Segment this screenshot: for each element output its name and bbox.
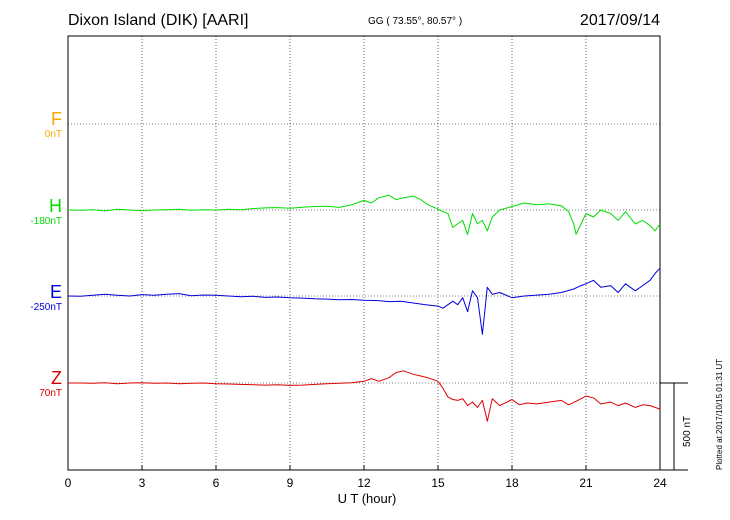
component-letter-Z: Z	[51, 368, 62, 388]
label-Z: Z 70nT	[39, 369, 62, 401]
x-tick-label: 15	[431, 476, 445, 490]
x-tick-label: 0	[65, 476, 72, 490]
scale-bar	[660, 382, 688, 471]
series-lines	[67, 194, 661, 422]
series-line-H	[67, 194, 661, 235]
label-H: H -180nT	[30, 197, 62, 229]
x-axis-title: U T (hour)	[338, 491, 397, 506]
x-tick-label: 21	[579, 476, 593, 490]
label-F: F 0nT	[45, 110, 62, 142]
x-tick-label: 18	[505, 476, 519, 490]
x-axis-ticks: 0 3 6 9 12 15 18 21 24	[65, 465, 667, 490]
geo-coordinates: GG ( 73.55°, 80.57° )	[368, 16, 463, 27]
component-letter-H: H	[49, 196, 62, 216]
date-label: 2017/09/14	[579, 12, 660, 29]
x-tick-label: 24	[653, 476, 667, 490]
x-tick-label: 3	[139, 476, 146, 490]
baseline-value-F: 0nT	[44, 129, 62, 140]
x-tick-label: 9	[287, 476, 294, 490]
station-title: Dixon Island (DIK) [AARI]	[68, 12, 249, 29]
series-line-E	[67, 267, 661, 335]
baseline-value-Z: 70nT	[39, 388, 62, 399]
component-letter-F: F	[51, 109, 62, 129]
scale-bar-label: 500 nT	[682, 415, 693, 447]
label-E: E -250nT	[30, 283, 62, 315]
x-tick-label: 6	[213, 476, 220, 490]
baseline-value-H: -180nT	[30, 216, 62, 227]
grid-lines	[68, 36, 660, 470]
component-letter-E: E	[49, 282, 62, 302]
series-line-Z	[68, 370, 661, 422]
baseline-value-E: -250nT	[30, 302, 62, 313]
x-tick-label: 12	[357, 476, 371, 490]
plotted-note: Plotted at 2017/10/15 01:31 UT	[715, 358, 724, 470]
